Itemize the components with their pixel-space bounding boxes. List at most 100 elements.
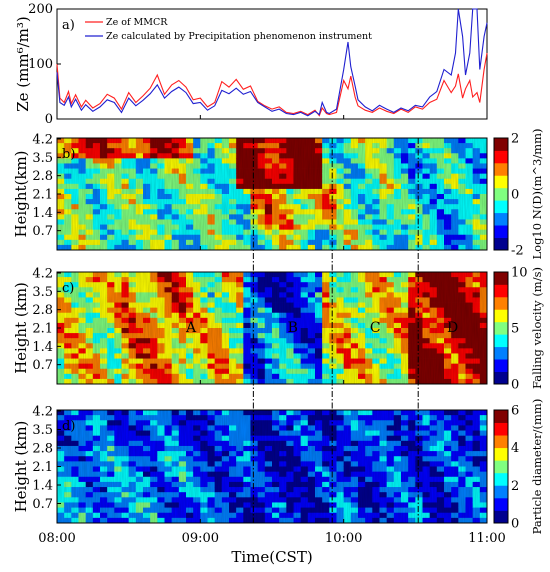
falling-velocity-panel-label: c) — [62, 281, 74, 296]
colorbar-segment — [494, 138, 508, 142]
panel-a-label: a) — [62, 18, 75, 33]
colorbar-segment — [494, 324, 508, 329]
colorbar-segment — [494, 178, 508, 182]
colorbar-segment — [494, 172, 508, 176]
colorbar-segment — [494, 150, 508, 154]
falling-velocity-colorbar: 10 5 0 Falling velocity (m/s) — [493, 266, 544, 393]
height-tick-label: 0.7 — [32, 224, 53, 239]
colorbar-segment — [494, 212, 508, 217]
colorbar-segment — [494, 428, 508, 433]
colorbar-segment — [494, 416, 508, 420]
particle-diameter-colorbar-label: Particle diameter/(mm) — [530, 399, 544, 535]
period-label-c: C — [370, 320, 381, 336]
colorbar-segment — [494, 441, 508, 445]
colorbar-segment — [494, 209, 508, 214]
heatmap-texture — [57, 410, 487, 523]
colorbar-tick-label: 2 — [511, 132, 519, 147]
colorbar-segment — [494, 352, 508, 357]
colorbar-segment — [494, 479, 508, 483]
colorbar-segment — [494, 153, 508, 158]
colorbar-segment — [494, 184, 508, 189]
colorbar-segment — [494, 447, 508, 452]
colorbar-segment — [494, 203, 508, 207]
colorbar-segment — [494, 472, 508, 477]
ze-y-axis-label: Ze (mm⁶/m³) — [14, 16, 32, 112]
colorbar-tick-label: 0 — [511, 517, 519, 532]
colorbar-segment — [494, 374, 508, 379]
colorbar-segment — [494, 475, 508, 480]
colorbar-segment — [494, 485, 508, 489]
colorbar-segment — [494, 169, 508, 173]
height-tick-label: 4.2 — [32, 405, 53, 420]
colorbar-segment — [494, 303, 508, 307]
colorbar-segment — [494, 144, 508, 148]
number-concentration-colorbar-label: Log10 N(D)(m^3/mm) — [530, 129, 544, 260]
colorbar-segment — [494, 237, 508, 242]
colorbar-segment — [494, 246, 508, 251]
height-tick-label: 1.4 — [32, 340, 53, 355]
number-concentration-colorbar: 2 0 -2 Log10 N(D)(m^3/mm) — [493, 129, 544, 260]
ppi-series-line — [56, 8, 488, 117]
time-x-axis: 08:00 09:00 10:00 11:00 — [38, 115, 506, 546]
period-boundaries — [252, 138, 419, 523]
colorbar-segment — [494, 312, 508, 316]
colorbar-segment — [494, 380, 508, 385]
colorbar-segment — [494, 243, 508, 248]
height-tick-label: 2.1 — [32, 322, 53, 337]
colorbar-segment — [494, 488, 508, 493]
colorbar-segment — [494, 272, 508, 276]
colorbar-segment — [494, 218, 508, 223]
colorbar-segment — [494, 359, 508, 363]
colorbar-segment — [494, 491, 508, 496]
time-tick-label: 09:00 — [182, 531, 219, 546]
legend-ppi-label: Ze calculated by Precipitation phenomeno… — [106, 31, 372, 42]
colorbar-segment — [494, 501, 508, 505]
colorbar-frame — [493, 271, 509, 385]
colorbar-segment — [494, 175, 508, 179]
colorbar-segment — [494, 356, 508, 360]
colorbar-segment — [494, 419, 508, 423]
colorbar-segment — [494, 328, 508, 332]
ze-legend: Ze of MMCR Ze calculated by Precipitatio… — [85, 17, 372, 42]
colorbar-segment — [494, 371, 508, 376]
colorbar-tick-label: 2 — [511, 479, 519, 494]
ze-y-tick-label: 100 — [28, 57, 53, 72]
colorbar-tick-label: 4 — [511, 441, 519, 456]
colorbar-segment — [494, 166, 508, 170]
height-tick-label: 3.5 — [32, 423, 53, 438]
colorbar-segment — [494, 187, 508, 192]
colorbar-segment — [494, 444, 508, 449]
colorbar-segment — [494, 466, 508, 471]
colorbar-segment — [494, 410, 508, 414]
falling-velocity-y-axis-label: Height (km) — [12, 282, 30, 374]
colorbar-segment — [494, 306, 508, 310]
ze-line-chart: 0 100 200 a) Ze of MMCR Ze calculated by P… — [14, 2, 488, 127]
colorbar-segment — [494, 240, 508, 245]
colorbar-segment — [494, 318, 508, 323]
colorbar-segment — [494, 343, 508, 348]
colorbar-segment — [494, 349, 508, 354]
colorbar-segment — [494, 225, 508, 229]
colorbar-tick-label: 5 — [511, 322, 519, 337]
colorbar-segment — [494, 147, 508, 151]
number-concentration-y-axis-label: Height(km) — [12, 150, 30, 237]
colorbar-segment — [494, 504, 508, 508]
colorbar-segment — [494, 234, 508, 238]
height-tick-label: 2.1 — [32, 188, 53, 203]
colorbar-segment — [494, 293, 508, 298]
colorbar-segment — [494, 275, 508, 279]
time-tick-label: 11:00 — [468, 531, 505, 546]
colorbar-segment — [494, 156, 508, 161]
colorbar-segment — [494, 337, 508, 341]
heatmap-texture — [57, 272, 487, 384]
colorbar-segment — [494, 290, 508, 295]
colorbar-segment — [494, 365, 508, 369]
time-tick-label: 08:00 — [38, 531, 75, 546]
period-label-b: B — [288, 320, 298, 336]
colorbar-tick-label: 10 — [511, 266, 528, 281]
colorbar-segment — [494, 463, 508, 467]
legend-mmcr-label: Ze of MMCR — [106, 17, 168, 28]
colorbar-segment — [494, 281, 508, 285]
